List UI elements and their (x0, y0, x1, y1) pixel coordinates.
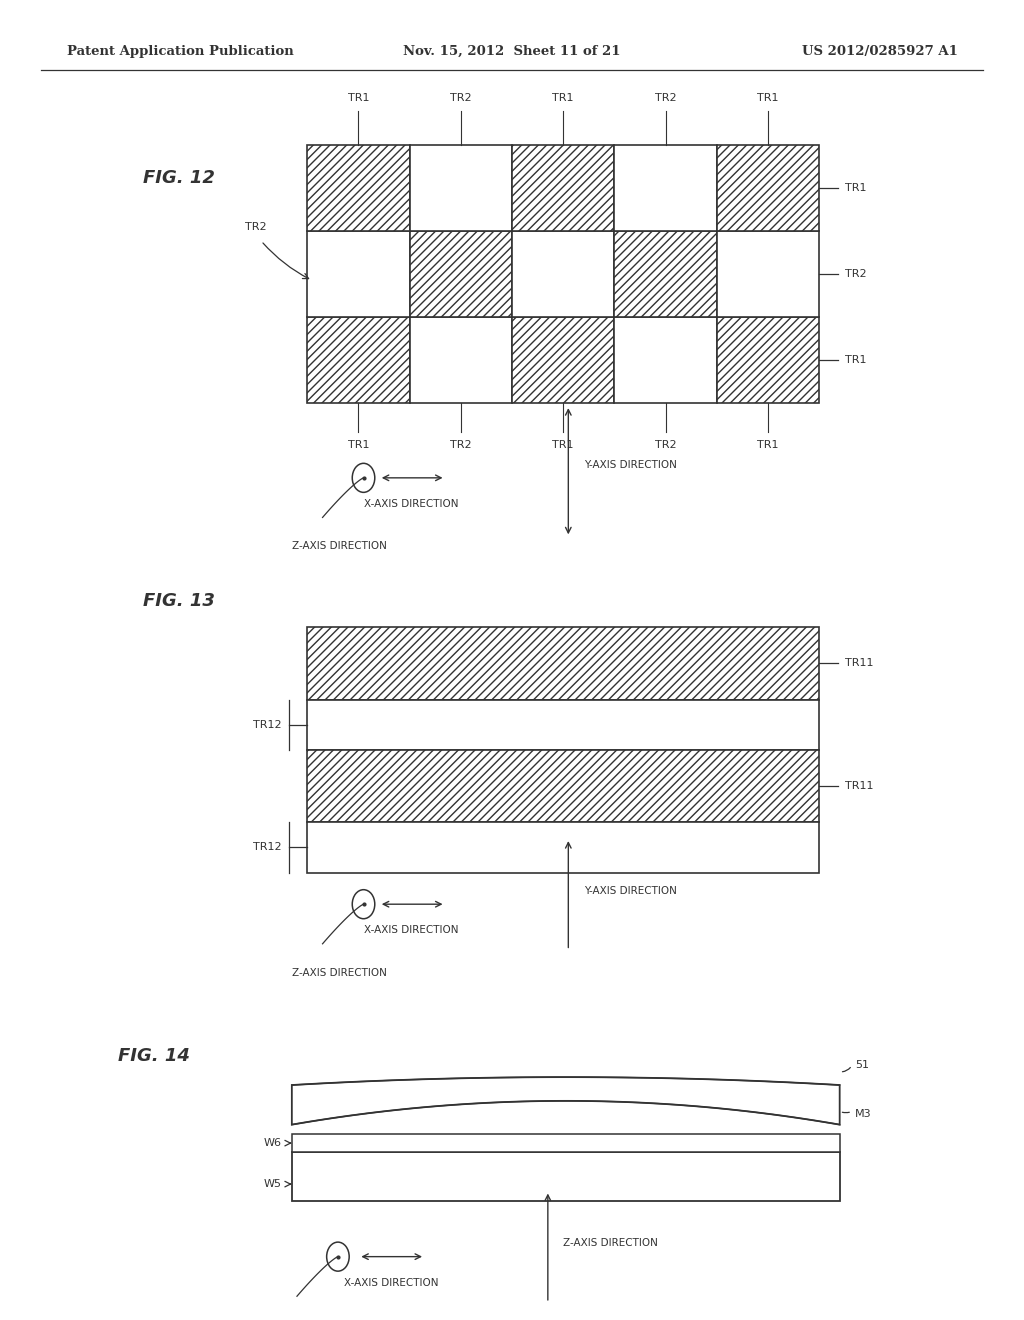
Text: X-AXIS DIRECTION: X-AXIS DIRECTION (365, 925, 459, 936)
Text: TR2: TR2 (450, 92, 472, 103)
Circle shape (352, 890, 375, 919)
Text: Z-AXIS DIRECTION: Z-AXIS DIRECTION (292, 968, 387, 978)
Text: Z-AXIS DIRECTION: Z-AXIS DIRECTION (563, 1238, 658, 1249)
Bar (614, 231, 717, 317)
Bar (307, 627, 819, 700)
Bar (614, 145, 717, 231)
Bar (307, 231, 410, 317)
Bar (717, 145, 819, 231)
Text: TR1: TR1 (845, 183, 866, 193)
Bar (307, 145, 410, 231)
Bar (292, 1134, 840, 1152)
Polygon shape (292, 1077, 840, 1125)
Text: TR2: TR2 (245, 222, 267, 232)
Text: X-AXIS DIRECTION: X-AXIS DIRECTION (344, 1278, 438, 1288)
Text: Patent Application Publication: Patent Application Publication (67, 45, 293, 58)
Bar (717, 231, 819, 317)
Bar (307, 145, 410, 231)
Bar (717, 145, 819, 231)
Bar (512, 317, 614, 403)
Bar (717, 317, 819, 403)
Text: US 2012/0285927 A1: US 2012/0285927 A1 (802, 45, 957, 58)
Bar (614, 231, 717, 317)
Bar (410, 231, 512, 317)
Text: TR2: TR2 (654, 92, 677, 103)
Text: W5: W5 (263, 1179, 282, 1189)
Text: Z-AXIS DIRECTION: Z-AXIS DIRECTION (292, 541, 387, 552)
Bar (512, 145, 614, 231)
Bar (410, 231, 512, 317)
Text: Nov. 15, 2012  Sheet 11 of 21: Nov. 15, 2012 Sheet 11 of 21 (403, 45, 621, 58)
Text: TR1: TR1 (845, 355, 866, 364)
Text: TR12: TR12 (253, 842, 282, 853)
Bar (410, 145, 512, 231)
Bar (614, 317, 717, 403)
Text: TR11: TR11 (845, 659, 873, 668)
Text: FIG. 14: FIG. 14 (118, 1047, 189, 1065)
Text: TR12: TR12 (253, 719, 282, 730)
Text: Y-AXIS DIRECTION: Y-AXIS DIRECTION (584, 459, 677, 470)
Bar (307, 700, 819, 750)
Text: TR2: TR2 (845, 269, 866, 279)
Bar (307, 822, 819, 873)
Circle shape (327, 1242, 349, 1271)
Circle shape (352, 463, 375, 492)
Text: TR1: TR1 (348, 92, 369, 103)
Bar (307, 627, 819, 700)
Bar (512, 317, 614, 403)
Text: TR1: TR1 (348, 440, 369, 450)
Bar (307, 317, 410, 403)
Bar (512, 231, 614, 317)
Bar (292, 1152, 840, 1201)
Bar (307, 317, 410, 403)
Text: FIG. 12: FIG. 12 (143, 169, 215, 187)
Text: TR1: TR1 (758, 440, 778, 450)
Text: X-AXIS DIRECTION: X-AXIS DIRECTION (365, 499, 459, 510)
Text: Y-AXIS DIRECTION: Y-AXIS DIRECTION (584, 886, 677, 896)
Text: FIG. 13: FIG. 13 (143, 591, 215, 610)
Bar (307, 750, 819, 822)
Text: TR1: TR1 (553, 92, 573, 103)
Text: TR2: TR2 (654, 440, 677, 450)
Text: M3: M3 (855, 1109, 871, 1119)
Text: W6: W6 (263, 1138, 282, 1148)
Text: TR2: TR2 (450, 440, 472, 450)
Bar (512, 145, 614, 231)
Bar (717, 317, 819, 403)
Text: TR11: TR11 (845, 781, 873, 791)
Text: TR1: TR1 (758, 92, 778, 103)
Text: TR1: TR1 (553, 440, 573, 450)
Bar (307, 750, 819, 822)
Text: 51: 51 (855, 1060, 869, 1071)
Bar (410, 317, 512, 403)
